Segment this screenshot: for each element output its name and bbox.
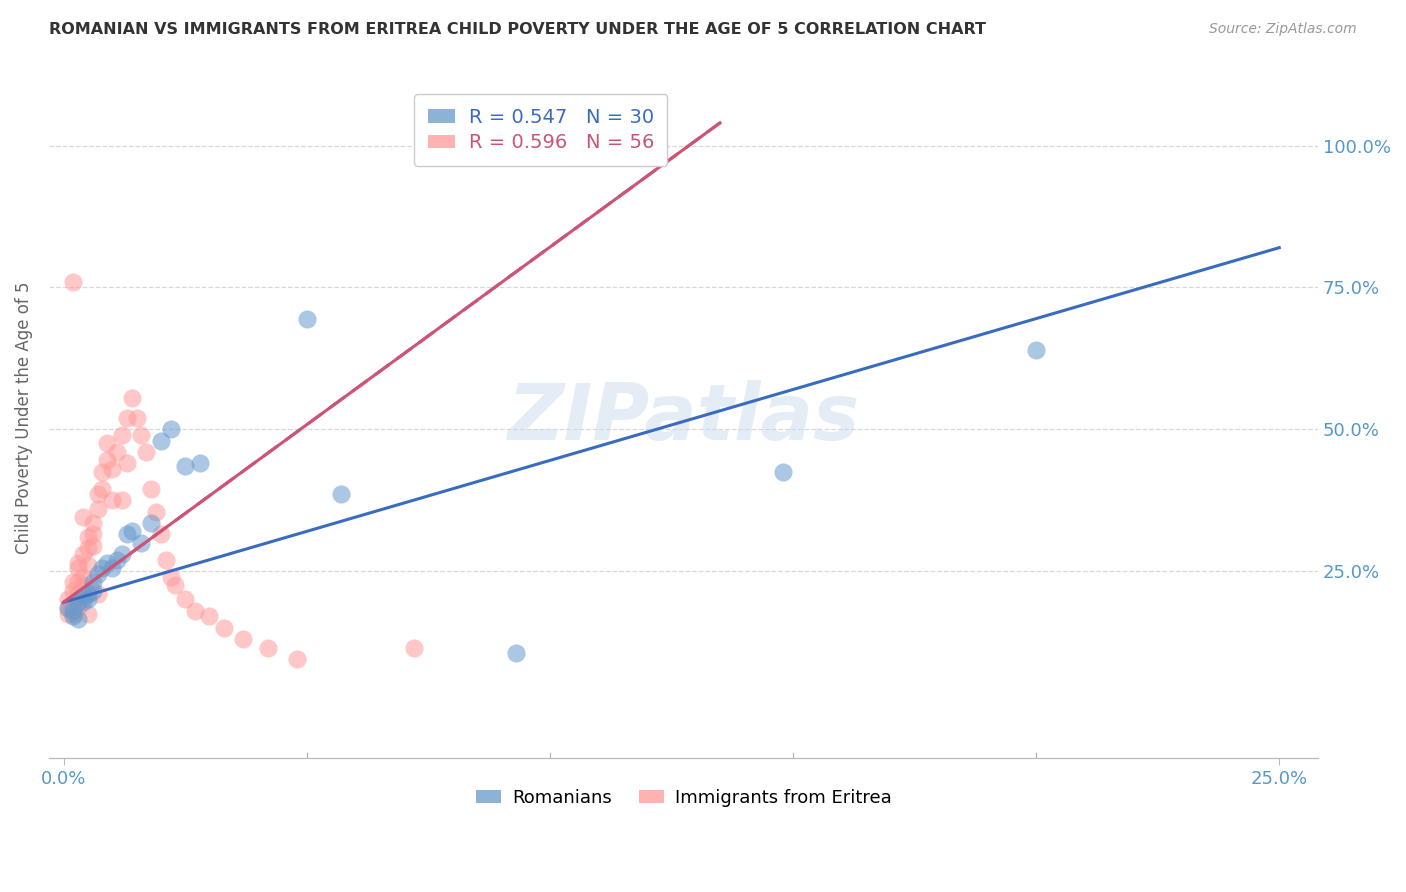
Point [58,592,80,607]
Legend: Romanians, Immigrants from Eritrea: Romanians, Immigrants from Eritrea [468,781,898,814]
Point [115,410,138,425]
Point [402,640,425,655]
Point [111,493,134,508]
Point [82,575,104,590]
Point [198,609,221,624]
Point [101,462,124,476]
Point [111,547,134,561]
Point [91,482,114,496]
Point [115,456,138,470]
Point [58,601,80,615]
Point [91,561,114,575]
Point [76,558,98,573]
Point [67,561,90,575]
Point [86,587,108,601]
Point [159,570,181,584]
Point [62,584,84,599]
Point [772,465,794,479]
Point [285,652,308,666]
Point [67,587,90,601]
Point [82,539,104,553]
Point [101,561,124,575]
Point [62,609,84,624]
Point [67,612,90,626]
Point [125,410,148,425]
Point [72,510,94,524]
Point [72,595,94,609]
Point [72,590,94,604]
Point [101,493,124,508]
Point [72,578,94,592]
Point [105,553,128,567]
Point [76,587,98,601]
Point [145,504,167,518]
Point [139,516,162,530]
Point [188,456,211,470]
Point [131,428,153,442]
Point [96,453,118,467]
Point [155,553,177,567]
Point [82,516,104,530]
Point [131,535,153,549]
Point [105,445,128,459]
Point [212,621,235,635]
Point [76,530,98,544]
Point [72,547,94,561]
Point [174,592,197,607]
Point [76,607,98,621]
Point [67,595,90,609]
Point [139,482,162,496]
Point [96,556,118,570]
Point [62,275,84,289]
Point [82,584,104,599]
Point [121,524,143,539]
Point [72,570,94,584]
Point [62,607,84,621]
Y-axis label: Child Poverty Under the Age of 5: Child Poverty Under the Age of 5 [15,282,32,554]
Point [86,566,108,581]
Point [76,541,98,556]
Text: ROMANIAN VS IMMIGRANTS FROM ERITREA CHILD POVERTY UNDER THE AGE OF 5 CORRELATION: ROMANIAN VS IMMIGRANTS FROM ERITREA CHIL… [49,22,986,37]
Point [149,434,172,448]
Point [62,604,84,618]
Text: ZIPatlas: ZIPatlas [508,380,859,456]
Text: Source: ZipAtlas.com: Source: ZipAtlas.com [1209,22,1357,37]
Point [174,459,197,474]
Point [67,556,90,570]
Point [67,601,90,615]
Point [1025,343,1047,357]
Point [86,487,108,501]
Point [295,311,318,326]
Point [76,592,98,607]
Point [62,601,84,615]
Point [58,607,80,621]
Point [62,575,84,590]
Point [135,445,157,459]
Point [159,422,181,436]
Point [82,527,104,541]
Point [184,604,207,618]
Point [165,578,187,592]
Point [96,436,118,450]
Point [329,487,352,501]
Point [67,575,90,590]
Point [256,640,278,655]
Point [505,646,527,660]
Point [115,527,138,541]
Point [232,632,254,647]
Point [91,465,114,479]
Point [149,527,172,541]
Point [58,601,80,615]
Point [111,428,134,442]
Point [86,501,108,516]
Point [121,391,143,405]
